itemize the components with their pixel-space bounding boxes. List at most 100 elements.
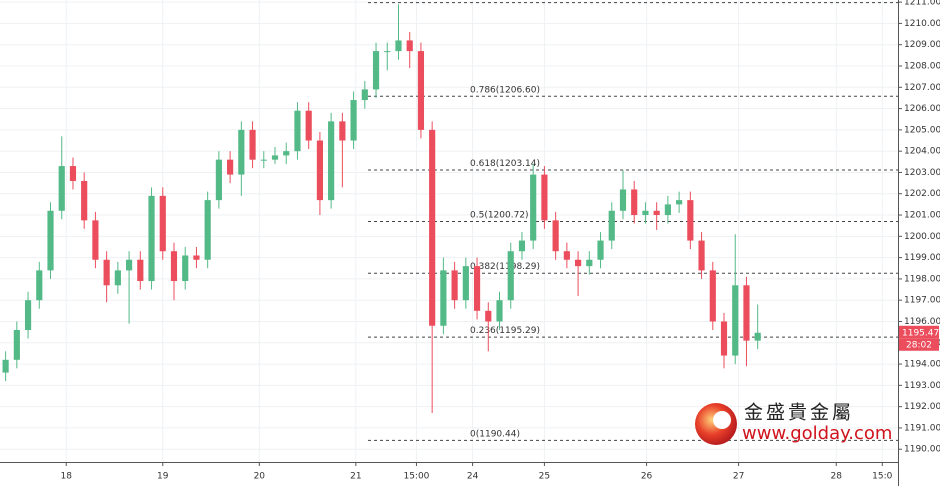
- candle-body: [137, 259, 144, 282]
- candle-body: [103, 259, 110, 286]
- y-tick-label: 1193.00: [904, 381, 940, 391]
- countdown-bg: [899, 338, 939, 351]
- y-tick-label: 1209.00: [904, 40, 940, 50]
- candle-body: [305, 110, 312, 141]
- candle-body: [361, 89, 368, 101]
- candle-body: [743, 285, 750, 341]
- x-tick-label: 18: [61, 472, 73, 482]
- candle-body: [429, 129, 436, 326]
- candle-body: [440, 270, 447, 326]
- fib-label: 0.382(1198.29): [470, 262, 540, 272]
- x-tick-label: 28: [831, 472, 843, 482]
- candle-body: [215, 159, 222, 201]
- candle-body: [372, 51, 380, 90]
- fib-label: 0.618(1203.14): [470, 159, 540, 169]
- y-tick-label: 1206.00: [904, 104, 940, 114]
- candle-body: [2, 359, 9, 373]
- candle-body: [249, 129, 256, 160]
- candle-body: [316, 140, 323, 201]
- x-tick-label: 19: [157, 472, 169, 482]
- candles: [2, 4, 761, 414]
- fib-levels: 1(1211.00) 0.786(1206.60) 0.618(1203.14) 0.…: [368, 0, 898, 441]
- candle-body: [473, 266, 481, 311]
- candle-body: [182, 255, 189, 282]
- candle-body: [114, 270, 121, 286]
- y-tick-label: 1190.00: [904, 445, 940, 455]
- candle-body: [518, 240, 526, 252]
- candle-body: [159, 195, 166, 252]
- candle-body: [563, 251, 570, 260]
- x-tick-label: 15:0: [872, 472, 892, 482]
- y-tick-label: 1192.00: [904, 402, 940, 412]
- y-tick-label: 1198.00: [904, 274, 940, 284]
- candle-body: [350, 100, 357, 141]
- y-tick-label: 1204.00: [904, 147, 940, 157]
- candle-body: [24, 300, 32, 330]
- candle-body: [653, 210, 660, 216]
- candle-body: [126, 259, 133, 271]
- candle-body: [631, 189, 638, 216]
- candle-body: [204, 200, 211, 260]
- fib-label: 0.786(1206.60): [470, 85, 540, 95]
- candle-body: [36, 270, 43, 301]
- watermark-name: 金盛貴金屬: [744, 402, 854, 424]
- candle-body: [395, 40, 402, 52]
- candle-body: [170, 251, 178, 282]
- candle-body: [92, 220, 99, 260]
- y-tick-label: 1203.00: [904, 168, 940, 178]
- candle-body: [81, 180, 88, 221]
- candle-body: [417, 51, 425, 130]
- y-tick-label: 1211.00: [904, 0, 940, 8]
- candle-body: [384, 51, 391, 53]
- price-tag-label: 1195.47: [902, 328, 939, 338]
- candle-body: [687, 200, 694, 241]
- candle-body: [732, 285, 739, 356]
- candle-body: [451, 270, 458, 301]
- candle-body: [193, 255, 200, 260]
- y-tick-label: 1196.00: [904, 317, 940, 327]
- y-tick-label: 1200.00: [904, 232, 940, 242]
- y-tick-label: 1207.00: [904, 83, 940, 93]
- y-tick-label: 1201.00: [904, 211, 940, 221]
- fib-label: 0.236(1195.29): [470, 326, 540, 336]
- candle-body: [642, 210, 649, 216]
- watermark: 金盛貴金屬 www.golday.com: [695, 402, 892, 445]
- candle-body: [13, 330, 20, 360]
- candle-body: [58, 166, 65, 211]
- candle-body: [530, 174, 537, 241]
- candle-body: [664, 204, 671, 216]
- fib-label: 0.5(1200.72): [470, 210, 529, 220]
- candle-body: [754, 332, 761, 341]
- fib-label: 1(1211.00): [470, 0, 520, 2]
- x-tick-label: 21: [350, 472, 361, 482]
- candle-body: [507, 251, 514, 301]
- candle-body: [552, 220, 559, 252]
- candle-body: [406, 40, 413, 52]
- candle-body: [709, 270, 716, 322]
- candle-body: [698, 240, 705, 271]
- candle-body: [227, 159, 234, 175]
- candle-body: [339, 121, 346, 141]
- candle-body: [619, 189, 627, 211]
- candle-body: [541, 174, 548, 221]
- candle-body: [294, 110, 301, 152]
- logo-inner: [713, 411, 731, 429]
- y-tick-label: 1210.00: [904, 19, 940, 29]
- candle-body: [485, 310, 492, 322]
- candle-body: [575, 259, 582, 267]
- candle-body: [720, 321, 728, 356]
- candle-body: [148, 195, 155, 282]
- watermark-url: www.golday.com: [742, 423, 892, 444]
- y-tick-label: 1194.00: [904, 360, 940, 370]
- candle-body: [69, 166, 77, 181]
- x-tick-label: 20: [254, 472, 266, 482]
- candle-body: [328, 121, 335, 201]
- countdown: 28:02: [906, 340, 932, 350]
- candle-body: [260, 159, 267, 161]
- x-tick-label: 24: [467, 472, 479, 482]
- x-tick-label: 27: [733, 472, 744, 482]
- x-tick-label: 26: [641, 472, 653, 482]
- candle-body: [47, 210, 54, 271]
- candle-body: [586, 259, 593, 267]
- price-tag: [899, 325, 939, 339]
